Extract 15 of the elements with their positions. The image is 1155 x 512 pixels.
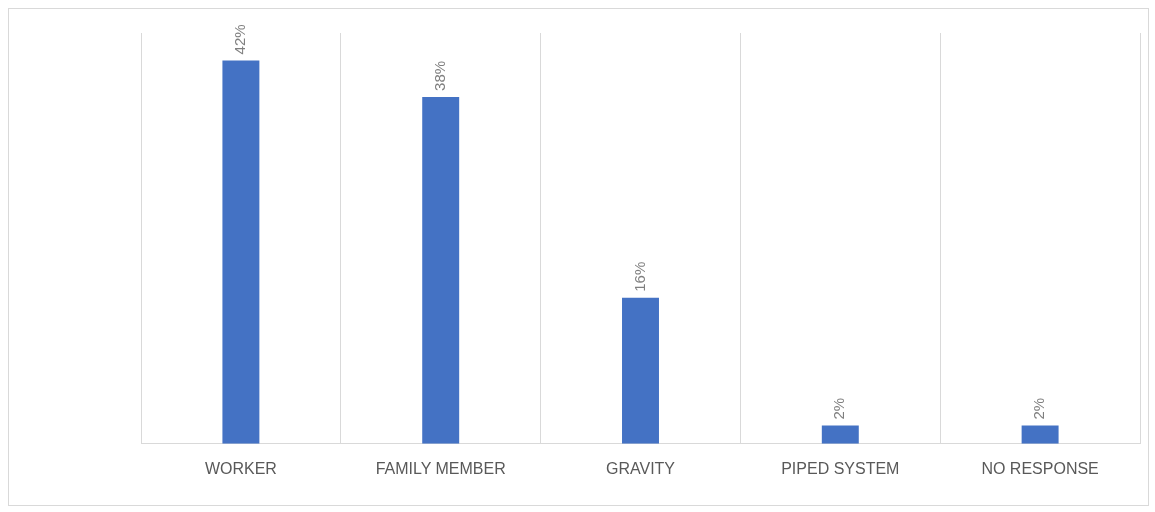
x-tick-label: PIPED SYSTEM bbox=[781, 459, 900, 477]
x-tick-label: GRAVITY bbox=[605, 459, 676, 477]
bar bbox=[222, 60, 260, 444]
x-tick-label: WORKER bbox=[204, 459, 277, 477]
x-tick-label: FAMILY MEMBER bbox=[375, 459, 506, 477]
bar bbox=[622, 297, 659, 444]
data-label: 38% bbox=[430, 60, 448, 91]
data-label: 16% bbox=[630, 261, 648, 292]
data-label: 2% bbox=[830, 397, 848, 420]
data-label: 42% bbox=[231, 24, 249, 55]
bar bbox=[821, 425, 859, 444]
bar bbox=[422, 96, 460, 444]
bar bbox=[1021, 425, 1059, 444]
data-label: 2% bbox=[1030, 397, 1048, 420]
x-tick-label: NO RESPONSE bbox=[981, 459, 1099, 477]
